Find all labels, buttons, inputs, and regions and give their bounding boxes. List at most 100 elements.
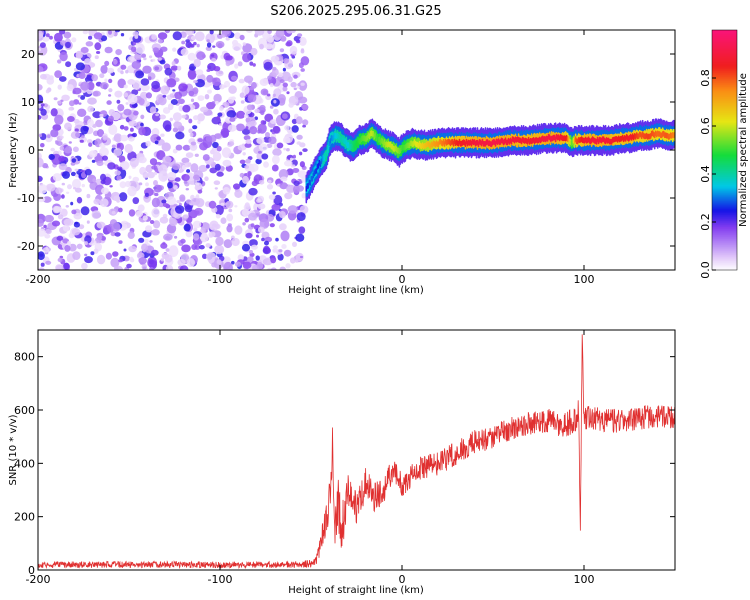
noise-speckle <box>232 42 242 52</box>
colorbar-step <box>712 182 737 185</box>
noise-speckle <box>270 256 277 264</box>
noise-speckle <box>126 263 132 269</box>
colorbar-step <box>712 216 737 219</box>
colorbar-step <box>712 138 737 141</box>
noise-speckle <box>194 185 201 191</box>
noise-speckle <box>102 155 108 161</box>
noise-speckle <box>49 35 53 40</box>
colorbar-frame <box>711 29 738 271</box>
noise-speckle <box>228 85 237 94</box>
noise-speckle <box>266 184 274 190</box>
noise-speckle <box>166 196 177 206</box>
noise-speckle <box>125 69 129 74</box>
noise-speckle <box>38 94 44 104</box>
noise-speckle <box>256 234 259 238</box>
noise-speckle <box>63 218 74 226</box>
noise-speckle <box>247 171 252 177</box>
noise-speckle <box>159 59 166 65</box>
noise-speckle <box>255 255 260 261</box>
noise-speckle <box>216 145 222 152</box>
noise-speckle <box>298 151 303 156</box>
noise-speckle <box>220 202 225 206</box>
noise-speckle <box>250 223 255 228</box>
noise-speckle <box>272 125 281 134</box>
noise-speckle <box>242 261 252 269</box>
noise-speckle <box>58 155 66 162</box>
noise-speckle <box>270 55 280 63</box>
noise-speckle <box>117 104 125 112</box>
noise-speckle <box>42 36 50 42</box>
noise-speckle <box>74 168 79 172</box>
noise-speckle <box>88 35 93 40</box>
noise-speckle <box>151 80 161 90</box>
noise-speckle <box>40 73 47 80</box>
colorbar-step <box>712 116 737 119</box>
noise-speckle <box>127 231 135 240</box>
noise-speckle <box>217 112 223 117</box>
noise-speckle <box>119 124 125 130</box>
noise-speckle <box>120 33 125 37</box>
noise-speckle <box>196 51 206 61</box>
noise-speckle <box>242 53 251 63</box>
snr-x-tick-label: 100 <box>574 573 595 586</box>
noise-speckle <box>172 31 182 41</box>
signal-track <box>305 118 675 204</box>
noise-speckle <box>53 206 63 213</box>
noise-speckle <box>56 235 64 241</box>
noise-speckle <box>149 106 157 114</box>
noise-speckle <box>215 41 225 48</box>
noise-speckle <box>151 197 160 208</box>
colorbar-step <box>712 62 737 65</box>
colorbar-step <box>712 224 737 227</box>
colorbar-tick-label: 0.6 <box>699 117 712 135</box>
noise-speckle <box>116 99 121 104</box>
colorbar-step <box>712 142 737 145</box>
colorbar-step <box>712 264 737 267</box>
noise-speckle <box>206 251 216 262</box>
snr-y-tick-label: 200 <box>14 511 35 524</box>
colorbar-step <box>712 198 737 201</box>
colorbar-step <box>712 238 737 241</box>
noise-speckle <box>154 192 159 197</box>
colorbar-step <box>712 144 737 147</box>
snr-series-line <box>38 334 675 570</box>
noise-speckle <box>205 243 211 248</box>
noise-speckle <box>132 197 140 205</box>
noise-speckle <box>237 61 243 67</box>
noise-speckle <box>291 118 298 125</box>
noise-speckle <box>79 139 84 143</box>
noise-speckle <box>272 248 278 253</box>
noise-speckle <box>88 142 93 147</box>
colorbar-step <box>712 180 737 183</box>
noise-speckle <box>228 208 233 213</box>
noise-speckle <box>172 148 178 154</box>
noise-speckle <box>149 240 153 243</box>
noise-speckle <box>57 214 64 220</box>
noise-speckle <box>235 261 241 267</box>
noise-speckle <box>118 192 128 202</box>
noise-speckle <box>256 137 265 145</box>
noise-speckle <box>191 244 198 250</box>
noise-speckle <box>269 83 274 88</box>
colorbar-step <box>712 90 737 93</box>
noise-speckle <box>140 78 150 86</box>
noise-speckle <box>295 39 301 44</box>
noise-speckle <box>110 231 116 237</box>
colorbar-step <box>712 130 737 133</box>
noise-speckle <box>72 146 79 153</box>
noise-speckle <box>272 148 282 156</box>
noise-speckle <box>261 237 265 242</box>
noise-speckle <box>254 108 260 114</box>
colorbar-step <box>712 232 737 235</box>
colorbar-step <box>712 204 737 207</box>
noise-speckle <box>259 104 266 111</box>
noise-speckle <box>59 135 64 139</box>
noise-speckle <box>196 43 200 48</box>
noise-speckle <box>160 133 165 137</box>
colorbar-step <box>712 68 737 71</box>
noise-speckle <box>130 127 134 132</box>
noise-speckle <box>231 237 240 247</box>
noise-speckle <box>152 47 159 53</box>
noise-speckle <box>177 98 185 105</box>
noise-speckle <box>266 143 273 148</box>
